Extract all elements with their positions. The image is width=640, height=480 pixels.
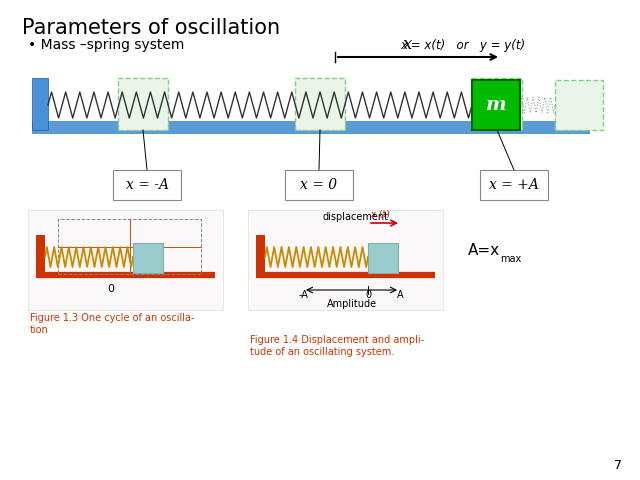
- Bar: [472, 80, 520, 130]
- Bar: [285, 170, 353, 200]
- Text: x (t): x (t): [371, 210, 390, 219]
- Text: m: m: [486, 96, 506, 114]
- Bar: [113, 170, 181, 200]
- Text: -A: -A: [298, 290, 308, 300]
- Text: A=x: A=x: [468, 243, 500, 258]
- Text: 0: 0: [107, 284, 114, 294]
- Text: displacement: displacement: [323, 212, 388, 222]
- Bar: [36, 235, 45, 275]
- Bar: [295, 78, 345, 130]
- Text: max: max: [500, 254, 521, 264]
- Bar: [248, 210, 443, 310]
- Bar: [118, 78, 168, 130]
- Bar: [32, 78, 48, 130]
- Bar: [480, 170, 548, 200]
- Bar: [133, 243, 163, 273]
- Bar: [28, 210, 223, 310]
- Text: Parameters of oscillation: Parameters of oscillation: [22, 18, 280, 38]
- Text: x = -A: x = -A: [125, 178, 168, 192]
- Text: x: x: [403, 36, 413, 53]
- Bar: [32, 120, 590, 133]
- Text: Figure 1.3 One cycle of an oscilla-
tion: Figure 1.3 One cycle of an oscilla- tion: [30, 313, 195, 335]
- Bar: [368, 243, 398, 273]
- Text: Amplitude: Amplitude: [326, 299, 376, 309]
- Text: x = 0: x = 0: [300, 178, 337, 192]
- Text: Figure 1.4 Displacement and ampli-
tude of an oscillating system.: Figure 1.4 Displacement and ampli- tude …: [250, 335, 424, 357]
- Text: x = +A: x = +A: [489, 178, 539, 192]
- Text: 7: 7: [614, 459, 622, 472]
- Text: 0: 0: [365, 290, 371, 300]
- Text: A: A: [397, 290, 403, 300]
- Text: • Mass –spring system: • Mass –spring system: [28, 38, 184, 52]
- Text: x = x(t)   or   y = y(t): x = x(t) or y = y(t): [400, 39, 525, 52]
- Bar: [555, 80, 603, 130]
- Bar: [472, 78, 522, 130]
- Bar: [256, 235, 265, 275]
